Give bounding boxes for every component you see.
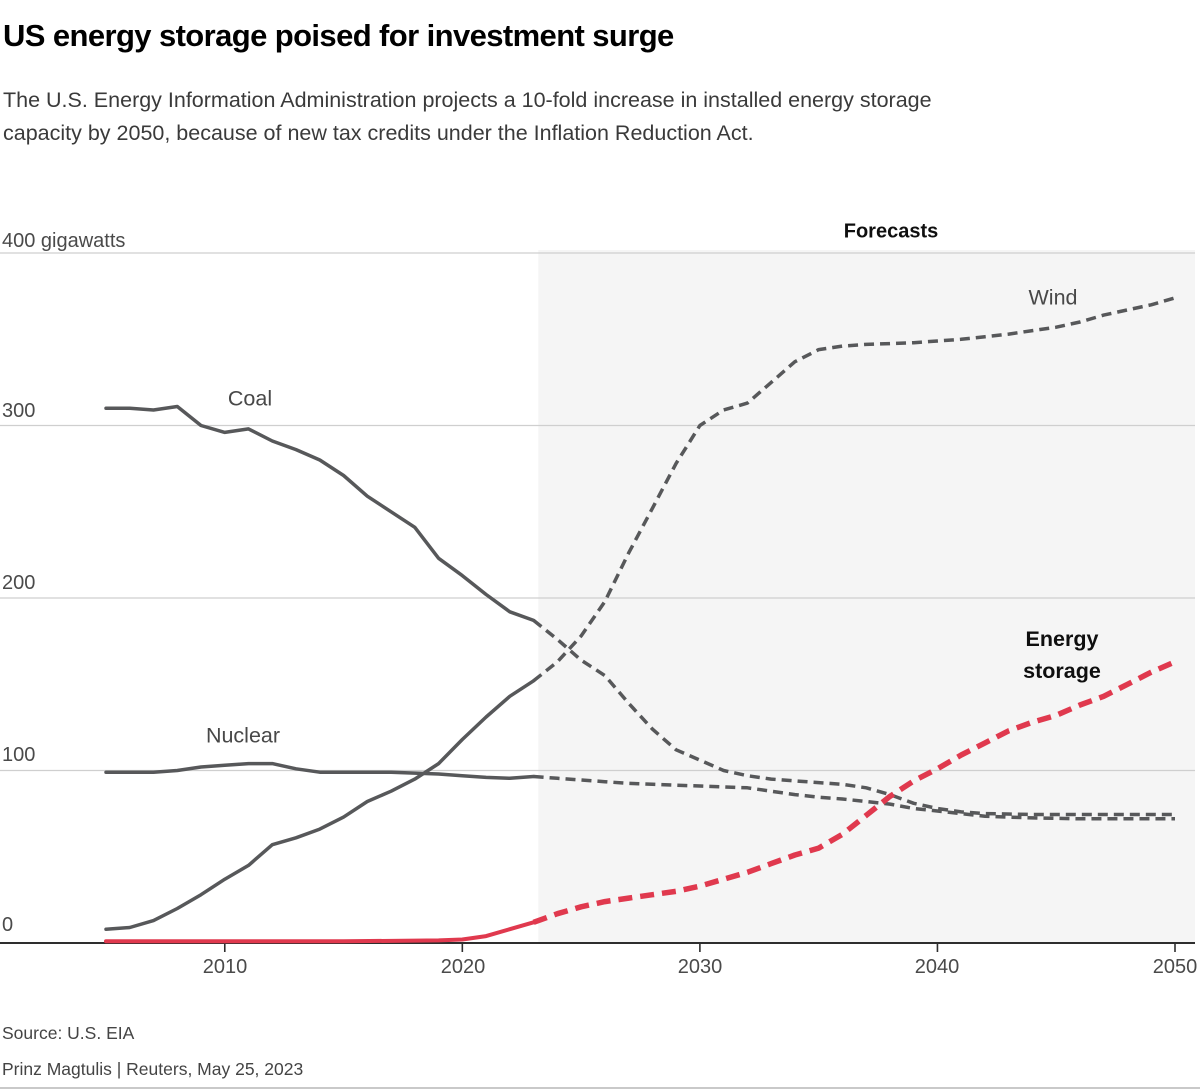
page-title: US energy storage poised for investment … [3, 18, 674, 53]
energy-storage-forecast-line [532, 659, 1177, 925]
x-tick-2050: 2050 [1152, 956, 1198, 978]
y-tick-100: 100 [2, 744, 36, 766]
coal-series-label: Coal [227, 386, 273, 411]
page-subtitle: The U.S. Energy Information Administrati… [3, 88, 932, 145]
x-tick-2030: 2030 [677, 956, 723, 978]
x-tick-2040: 2040 [914, 956, 960, 978]
forecasts-label: Forecasts [843, 220, 939, 243]
chart-svg [0, 250, 1195, 952]
nuclear-historical-line [104, 761, 536, 781]
wind-series-label: Wind [1028, 285, 1078, 310]
wind-historical-line [104, 679, 536, 931]
forecast-region [538, 250, 1195, 943]
energy-storage-series-label: Energy storage [1023, 627, 1101, 683]
y-tick-300: 300 [2, 400, 36, 422]
coal-forecast-line [532, 619, 1175, 817]
coal-historical-line [104, 404, 536, 623]
x-tick-2010: 2010 [202, 956, 248, 978]
x-tick-2020: 2020 [440, 956, 486, 978]
nuclear-series-label: Nuclear [205, 723, 281, 748]
wind-forecast-line [532, 296, 1176, 683]
source-credit: Source: U.S. EIA [2, 1023, 135, 1043]
bottom-divider [0, 1087, 1200, 1089]
energy-storage-historical-line [104, 920, 536, 944]
y-tick-200: 200 [2, 572, 36, 594]
byline-credit: Prinz Magtulis | Reuters, May 25, 2023 [2, 1059, 304, 1079]
y-axis-unit-label: 400 gigawatts [2, 230, 126, 252]
y-tick-0: 0 [2, 914, 14, 936]
